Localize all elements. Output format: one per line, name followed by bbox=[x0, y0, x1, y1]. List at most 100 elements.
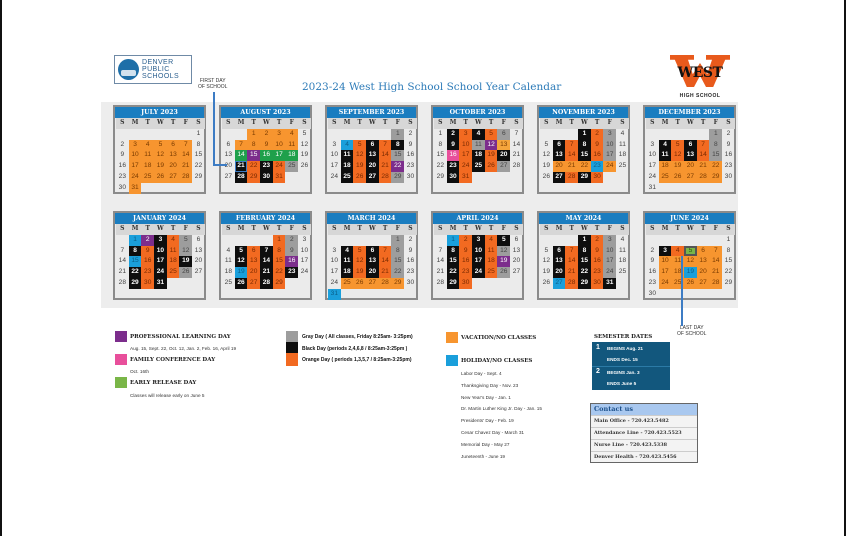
calendar-day: 4 bbox=[658, 139, 672, 151]
calendar-day: 15 bbox=[578, 150, 591, 162]
calendar-day: 12 bbox=[542, 151, 551, 159]
calendar-day: 13 bbox=[512, 246, 521, 254]
calendar-day: 23 bbox=[648, 278, 657, 286]
empty-cell bbox=[379, 129, 392, 140]
west-logo: WEST HIGH SCHOOL bbox=[670, 55, 730, 101]
calendar-day: 16 bbox=[590, 150, 604, 162]
weekday-label: W bbox=[366, 118, 379, 129]
calendar-day: 15 bbox=[194, 151, 203, 159]
dps-logo-line: DENVER bbox=[142, 59, 174, 66]
calendar-day: 11 bbox=[619, 140, 626, 148]
calendar-day: 15 bbox=[578, 256, 591, 268]
calendar-day: 11 bbox=[619, 246, 626, 254]
calendar-day: 1 bbox=[391, 234, 405, 246]
empty-cell bbox=[434, 235, 447, 246]
weekday-label: S bbox=[328, 224, 341, 235]
calendar-day: 1 bbox=[272, 234, 286, 246]
calendar-day: 9 bbox=[650, 257, 655, 265]
calendar-day: 27 bbox=[512, 268, 521, 276]
empty-cell bbox=[684, 129, 697, 140]
calendar-day: 21 bbox=[565, 161, 579, 172]
month-header: APRIL 2024 bbox=[433, 213, 522, 224]
calendar-day: 30 bbox=[459, 277, 473, 289]
calendar-day: 25 bbox=[285, 161, 299, 172]
calendar-day: 3 bbox=[302, 235, 307, 243]
weekday-label: M bbox=[234, 224, 248, 235]
month-header: OCTOBER 2023 bbox=[433, 107, 522, 118]
calendar-day: 3 bbox=[128, 139, 142, 151]
calendar-day: 10 bbox=[603, 139, 617, 151]
calendar-day: 21 bbox=[696, 161, 710, 172]
calendar-day: 11 bbox=[224, 257, 232, 265]
calendar-day: 18 bbox=[224, 268, 233, 276]
gray-day-swatch bbox=[286, 331, 298, 342]
calendar-day: 8 bbox=[391, 139, 405, 151]
calendar-day: 23 bbox=[260, 161, 273, 172]
empty-cell bbox=[697, 235, 710, 246]
weekday-label: W bbox=[154, 224, 167, 235]
weekday-label: S bbox=[298, 224, 311, 235]
calendar-day: 10 bbox=[648, 151, 657, 159]
weekday-label: T bbox=[378, 118, 392, 129]
weekday-label: S bbox=[222, 224, 235, 235]
calendar-day: 7 bbox=[565, 245, 579, 257]
calendar-day: 17 bbox=[459, 150, 473, 162]
calendar-day: 23 bbox=[446, 161, 460, 172]
early-release-detail: Classes will release early on June 5 bbox=[130, 393, 205, 398]
empty-cell bbox=[697, 129, 710, 140]
weekday-label: S bbox=[540, 224, 553, 235]
calendar-day: 22 bbox=[724, 268, 733, 276]
calendar-day: 12 bbox=[671, 150, 685, 162]
calendar-day: 17 bbox=[154, 256, 167, 268]
weekday-label: T bbox=[272, 118, 286, 129]
calendar-day: 1 bbox=[578, 128, 591, 140]
calendar-day: 2 bbox=[408, 129, 413, 137]
calendar-day: 7 bbox=[696, 139, 710, 151]
family-conference-swatch bbox=[115, 354, 127, 365]
empty-cell bbox=[553, 235, 566, 246]
calendar-day: 18 bbox=[472, 150, 485, 162]
calendar-day: 26 bbox=[353, 277, 367, 289]
calendar-day: 6 bbox=[366, 245, 379, 257]
calendar-day: 21 bbox=[179, 161, 193, 172]
calendar-day: 2 bbox=[408, 235, 413, 243]
calendar-day: 17 bbox=[330, 268, 339, 276]
calendar-day: 21 bbox=[378, 267, 392, 278]
calendar-day: 10 bbox=[330, 151, 339, 159]
calendar-day: 21 bbox=[378, 161, 392, 172]
weekday-label: M bbox=[340, 118, 354, 129]
calendar-day: 25 bbox=[224, 278, 233, 286]
calendar-day: 8 bbox=[578, 139, 591, 151]
empty-cell bbox=[671, 129, 684, 140]
calendar-day: 26 bbox=[484, 161, 498, 172]
weekday-label: T bbox=[696, 118, 710, 129]
calendar-day: 22 bbox=[436, 162, 445, 170]
contact-box: Contact us Main Office - 720.423.5482 At… bbox=[590, 403, 698, 463]
calendar-day: 13 bbox=[247, 256, 261, 268]
month-calendar: MARCH 2024 S M T W T F S 1 2 3 4 5 6 7 8 9 10 11 12 13 14 15 16… bbox=[325, 211, 418, 300]
month-header: JUNE 2024 bbox=[645, 213, 734, 224]
month-calendar: OCTOBER 2023 S M T W T F S 1 2 3 4 5 6 7 8 9 10 11 12 13 14 15… bbox=[431, 105, 524, 194]
calendar-day: 12 bbox=[300, 140, 309, 148]
calendar-day: 16 bbox=[446, 150, 460, 162]
calendar-day: 9 bbox=[408, 246, 413, 254]
calendar-day: 30 bbox=[406, 278, 415, 286]
weekday-label: F bbox=[285, 224, 299, 235]
calendar-day: 8 bbox=[128, 245, 142, 257]
weekday-label: W bbox=[684, 118, 697, 129]
calendar-day: 24 bbox=[648, 172, 657, 180]
calendar-day: 25 bbox=[618, 162, 627, 170]
calendar-day: 13 bbox=[696, 256, 710, 268]
calendar-day: 13 bbox=[224, 151, 233, 159]
weekday-label: M bbox=[552, 224, 566, 235]
calendar-day: 25 bbox=[484, 267, 498, 278]
weekday-label: W bbox=[684, 224, 697, 235]
calendar-day: 28 bbox=[179, 171, 193, 183]
calendar-day: 14 bbox=[378, 150, 392, 162]
calendar-day: 25 bbox=[166, 267, 180, 278]
calendar-day: 14 bbox=[118, 257, 127, 265]
empty-cell bbox=[646, 235, 659, 246]
dps-logo-line: SCHOOLS bbox=[142, 73, 180, 80]
month-day-grid: S M T W T F S 1 2 3 4 5 6 7 8 9 10 11 12 13 14 15 16 17 18 19 20 21… bbox=[328, 118, 417, 183]
calendar-day: 5 bbox=[544, 140, 549, 148]
